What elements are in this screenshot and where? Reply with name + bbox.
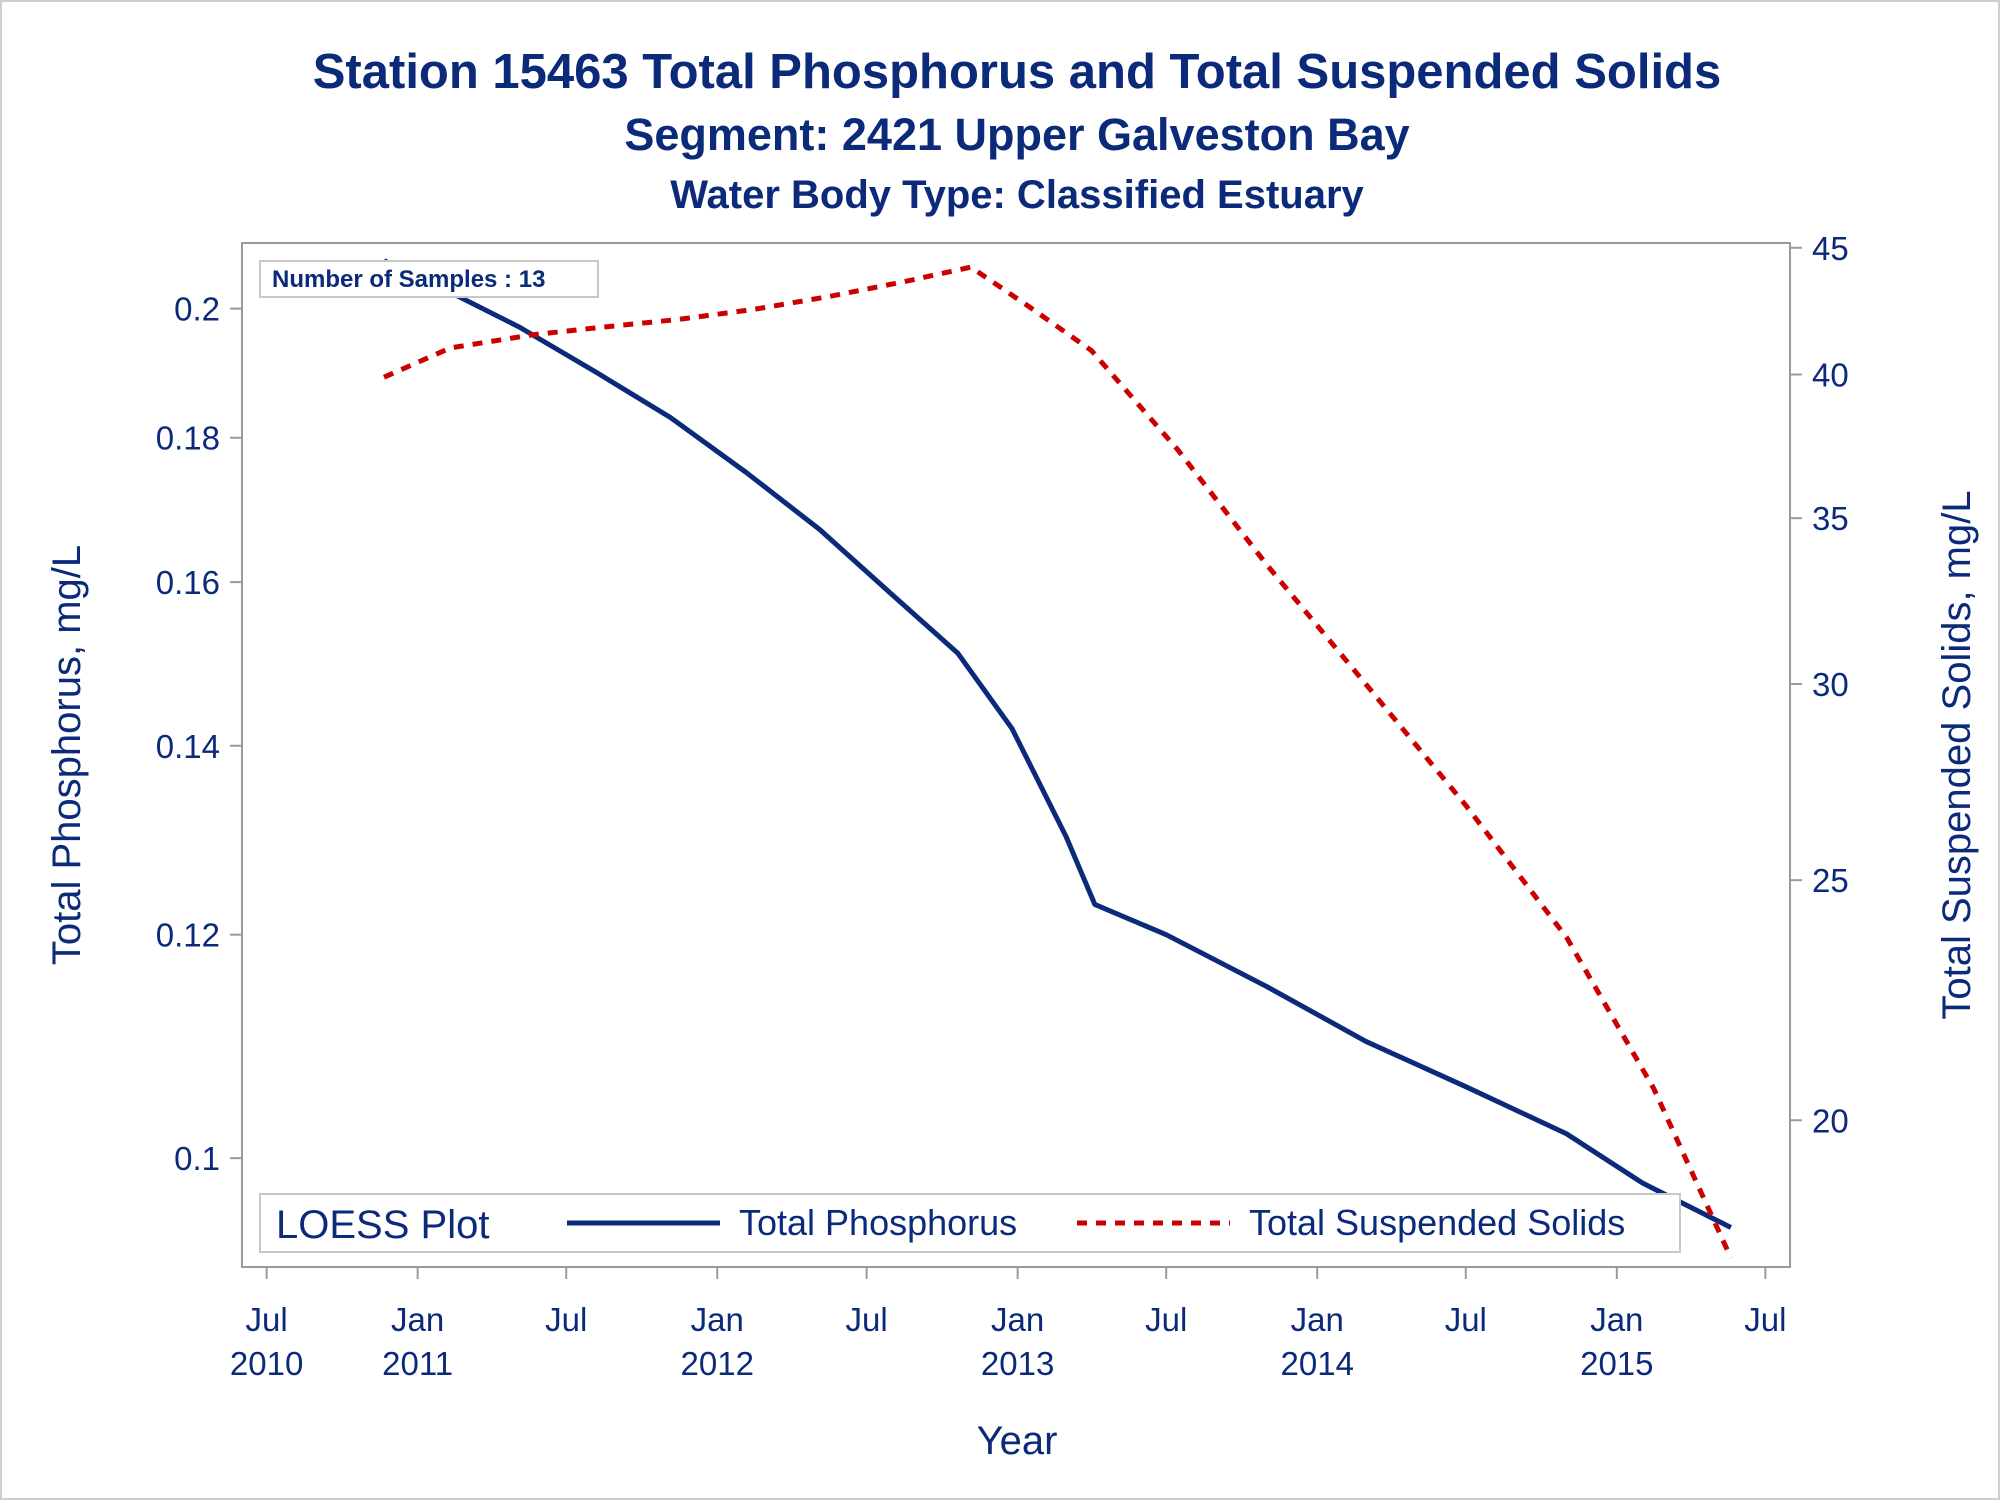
x-tick-label: Jan [691, 1301, 744, 1338]
x-tick-year-label: 2011 [382, 1345, 453, 1382]
y-right-tick-label: 35 [1812, 500, 1849, 537]
x-tick-label: Jan [991, 1301, 1044, 1338]
y-right-tick-label: 45 [1812, 230, 1849, 267]
y-left-tick-label: 0.16 [156, 564, 220, 601]
x-tick-year-label: 2015 [1580, 1345, 1653, 1382]
chart-subtitle: Segment: 2421 Upper Galveston Bay [624, 109, 1409, 160]
sample-count-label: Number of Samples : 13 [272, 266, 545, 293]
x-axis-label: Year [977, 1419, 1058, 1463]
y-right-tick-label: 30 [1812, 666, 1849, 703]
x-tick-label: Jul [246, 1301, 288, 1338]
x-tick-label: Jul [846, 1301, 888, 1338]
x-tick-label: Jul [1445, 1301, 1487, 1338]
y-right-tick-label: 40 [1812, 356, 1849, 393]
legend-entry-total-suspended-solids: Total Suspended Solids [1249, 1202, 1625, 1243]
legend-box [259, 1193, 1681, 1253]
x-tick-year-label: 2012 [681, 1345, 754, 1382]
x-tick-year-label: 2014 [1281, 1345, 1354, 1382]
x-tick-year-label: 2010 [230, 1345, 303, 1382]
x-tick-label: Jan [391, 1301, 444, 1338]
sample-count-box [259, 260, 599, 298]
y-left-tick-label: 0.18 [156, 420, 220, 457]
chart-title: Station 15463 Total Phosphorus and Total… [313, 45, 1722, 99]
y-axis-left-ticks: 0.1 0.12 0.14 0.16 0.18 0.2 [156, 291, 242, 1177]
x-tick-label: Jul [545, 1301, 587, 1338]
plot-area-border [241, 242, 1791, 1268]
y-axis-right-ticks: 20 25 30 35 40 45 [1790, 230, 1849, 1139]
series-group [382, 258, 1734, 1259]
y-left-tick-label: 0.1 [174, 1140, 220, 1177]
y-right-tick-label: 20 [1812, 1102, 1849, 1139]
chart-subtitle-2: Water Body Type: Classified Estuary [670, 173, 1364, 217]
y-axis-right-label: Total Suspended Solids, mg/L [1935, 490, 1979, 1019]
legend-title: LOESS Plot [276, 1203, 489, 1247]
y-left-tick-label: 0.12 [156, 917, 220, 954]
y-right-tick-label: 25 [1812, 862, 1849, 899]
x-tick-label: Jan [1590, 1301, 1643, 1338]
x-tick-label: Jan [1291, 1301, 1344, 1338]
x-tick-label: Jul [1145, 1301, 1187, 1338]
x-axis-ticks: Jul 2010 Jan 2011 Jul Jan 2012 Jul Jan 2013 Jul Jan… [230, 1267, 1786, 1382]
series-line-total-phosphorus [382, 258, 1733, 1230]
x-tick-year-label: 2013 [981, 1345, 1054, 1382]
y-left-tick-label: 0.2 [174, 291, 220, 328]
x-tick-label: Jul [1744, 1301, 1786, 1338]
y-axis-left-label: Total Phosphorus, mg/L [45, 545, 89, 965]
series-line-total-suspended-solids [382, 264, 1734, 1259]
legend-entry-total-phosphorus: Total Phosphorus [739, 1202, 1017, 1243]
y-left-tick-label: 0.14 [156, 728, 220, 765]
